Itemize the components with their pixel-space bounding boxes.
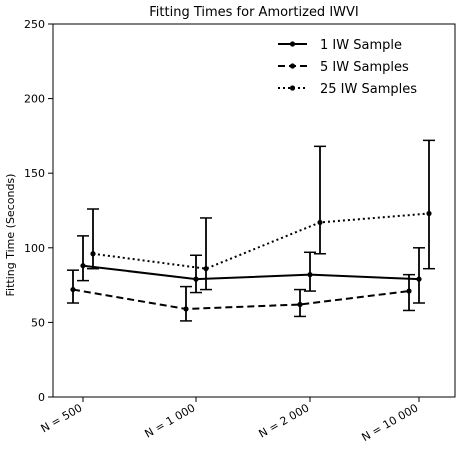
- y-axis-label: Fitting Time (Seconds): [4, 174, 17, 297]
- series-line: [92, 212, 430, 270]
- data-point: [416, 276, 422, 282]
- legend-label: 25 IW Samples: [320, 82, 417, 97]
- data-point: [406, 288, 412, 294]
- data-point: [70, 286, 76, 293]
- legend: 1 IW Sample 5 IW Samples 25 IW Samples: [278, 38, 417, 97]
- legend-label: 1 IW Sample: [320, 38, 402, 53]
- data-point: [203, 266, 209, 272]
- legend-marker: [289, 41, 296, 47]
- series-2: [67, 269, 415, 322]
- y-tick-label: 250: [24, 18, 45, 31]
- x-axis: N = 500 N = 1 000 N = 2 000 N = 10 000: [39, 397, 421, 444]
- plot-frame: [52, 23, 456, 398]
- data-point: [426, 210, 432, 217]
- series-1: [77, 235, 425, 304]
- legend-label: 5 IW Samples: [320, 60, 409, 75]
- series-line: [72, 288, 410, 310]
- x-tick-label: N = 500: [39, 401, 85, 435]
- series-3: [87, 139, 435, 291]
- series-layer: [67, 139, 435, 322]
- x-tick-label: N = 10 000: [359, 401, 420, 444]
- data-point: [80, 263, 86, 269]
- y-tick-label: 150: [24, 167, 45, 180]
- data-point: [297, 301, 303, 308]
- y-tick-label: 100: [24, 242, 45, 255]
- data-point: [183, 306, 189, 312]
- data-point: [90, 251, 96, 257]
- y-tick-label: 50: [31, 316, 45, 329]
- x-tick-label: N = 1 000: [143, 401, 198, 440]
- chart-title: Fitting Times for Amortized IWVI: [149, 5, 359, 20]
- legend-marker: [289, 85, 296, 91]
- x-tick-label: N = 2 000: [257, 401, 312, 440]
- y-tick-label: 0: [38, 391, 45, 404]
- data-point: [317, 219, 323, 226]
- data-point: [193, 276, 199, 282]
- series-line: [82, 264, 420, 281]
- y-axis: 0 50 100 150 200 250: [24, 18, 53, 404]
- y-tick-label: 200: [24, 93, 45, 106]
- legend-marker: [289, 63, 296, 69]
- data-point: [307, 272, 313, 278]
